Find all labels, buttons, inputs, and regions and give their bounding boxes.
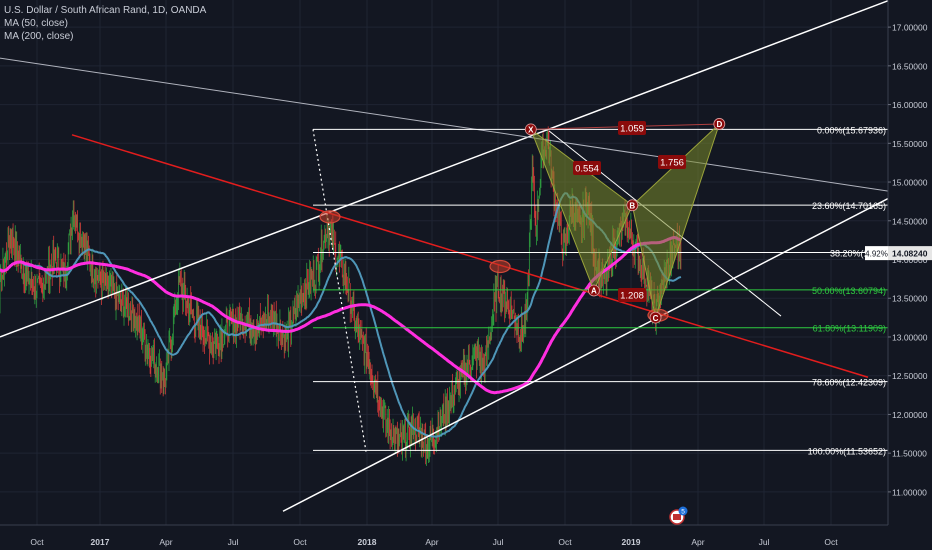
- ma50-legend[interactable]: MA (50, close): [4, 18, 68, 29]
- time-tick-label: Oct: [824, 537, 838, 547]
- fib-level-label: 78.60%(12.42309): [812, 378, 886, 388]
- ratio-label-box: [618, 288, 646, 302]
- fib-level-label: 23.60%(14.70165): [812, 201, 886, 211]
- pattern-point-x: [524, 123, 537, 136]
- ratio-label: 1.059: [620, 124, 644, 135]
- pattern-point-label: D: [716, 120, 722, 129]
- time-tick-label: Oct: [30, 537, 44, 547]
- time-tick-label: 2018: [358, 537, 377, 547]
- ratio-label: 1.208: [620, 291, 644, 302]
- ratio-label-box: [658, 155, 686, 169]
- price-tick-label: 14.50000: [892, 216, 928, 226]
- lower-channel-line: [282, 196, 891, 512]
- ratio-label-box: [573, 161, 601, 175]
- pattern-point-label: C: [653, 314, 659, 323]
- pattern-point-b: [626, 199, 639, 212]
- highlight-marker: [319, 210, 341, 224]
- pattern-point-label: B: [629, 201, 635, 210]
- price-axis: 10.5000011.0000011.5000012.0000012.50000…: [865, 0, 932, 550]
- price-tick-label: 11.50000: [892, 449, 927, 459]
- ma200-line: [0, 236, 682, 395]
- change-tag: [865, 246, 888, 261]
- red-trend-line: [71, 134, 869, 378]
- price-tick-label: 15.00000: [892, 178, 928, 188]
- fib-level-label: 38.20%(14.09: [830, 249, 886, 259]
- ratio-label: 1.756: [660, 158, 684, 169]
- time-tick-label: Apr: [425, 537, 438, 547]
- price-tick-label: 13.50000: [892, 294, 928, 304]
- event-count-badge: [678, 506, 688, 516]
- pattern-point-a: [587, 284, 600, 297]
- descending-line-grey: [0, 57, 891, 192]
- ratio-label: 0.554: [575, 164, 599, 175]
- change-value: 4.92%: [865, 250, 888, 259]
- fib-level-label: 100.00%(11.53652): [808, 446, 886, 456]
- price-axis-background: [888, 0, 932, 550]
- time-tick-label: 2017: [91, 537, 110, 547]
- time-tick-label: Apr: [691, 537, 704, 547]
- pattern-point-label: X: [528, 126, 534, 135]
- time-tick-label: Jul: [759, 537, 770, 547]
- time-axis: Oct 2017 Apr Jul Oct 2018 Apr Jul Oct 2019 Apr Jul O…: [0, 524, 932, 550]
- time-tick-label: Oct: [558, 537, 572, 547]
- fib-level-label: 61.80%(13.11909): [813, 324, 886, 334]
- price-tick-label: 16.00000: [892, 100, 928, 110]
- symbol-title: U.S. Dollar / South African Rand, 1D, OA…: [4, 5, 207, 16]
- time-tick-label: Jul: [228, 537, 239, 547]
- highlight-marker: [489, 259, 511, 274]
- ratio-label-box: [618, 121, 646, 135]
- time-axis-background: [0, 525, 932, 550]
- harmonic-pattern: X A B C D 0.554 1.059 1.756 1.208: [524, 118, 726, 324]
- fib-level-label: 0.00%(15.67936): [817, 125, 886, 135]
- candles: [0, 126, 682, 466]
- price-tick-label: 17.00000: [892, 23, 928, 33]
- price-tick-label: 12.50000: [892, 371, 928, 381]
- pattern-point-d: [713, 118, 726, 130]
- pattern-point-label: A: [591, 287, 597, 296]
- event-count-label: 5: [681, 509, 685, 516]
- time-tick-label: Oct: [293, 537, 307, 547]
- time-tick-label: Jul: [493, 537, 504, 547]
- time-tick-label: 2019: [622, 537, 641, 547]
- flag-icon: [673, 514, 681, 520]
- upper-channel-line: [0, 0, 891, 338]
- price-tick-label: 11.00000: [892, 487, 927, 497]
- price-tick-label: 12.00000: [892, 410, 928, 420]
- last-price-value: 14.08240: [892, 249, 928, 259]
- time-tick-label: Apr: [159, 537, 172, 547]
- price-tick-label: 16.50000: [892, 61, 928, 71]
- pattern-point-c: [649, 311, 662, 324]
- last-price-tag: [888, 246, 932, 261]
- price-tick-label: 15.50000: [892, 139, 928, 149]
- fib-level-label: 50.00%(13.60794): [812, 286, 886, 296]
- chart-legend: U.S. Dollar / South African Rand, 1D, OA…: [4, 4, 206, 43]
- price-tick-label: 13.00000: [892, 332, 928, 342]
- ma200-legend[interactable]: MA (200, close): [4, 31, 74, 42]
